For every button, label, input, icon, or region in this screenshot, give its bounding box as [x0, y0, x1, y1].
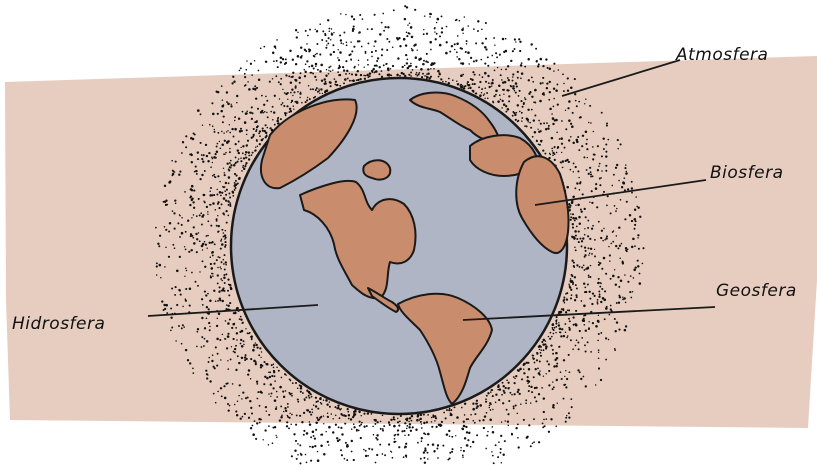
label-geosfera: Geosfera	[716, 281, 797, 301]
atmosfera-pointer	[561, 59, 681, 97]
greenland-landmass	[260, 98, 358, 190]
north-america-landmass	[299, 180, 417, 300]
label-hidrosfera: Hidrosfera	[12, 314, 105, 334]
label-biosfera: Biosfera	[710, 163, 784, 183]
landmasses	[260, 91, 570, 405]
geosfera-pointer	[462, 306, 716, 321]
south-america-landmass	[397, 292, 493, 405]
atmosphere-dots	[155, 5, 645, 465]
label-pointers	[147, 59, 716, 321]
hidrosfera-pointer	[147, 304, 319, 317]
hudson-island-landmass	[362, 159, 392, 181]
central-america-landmass	[367, 287, 400, 313]
biosfera-pointer	[534, 179, 707, 206]
label-atmosfera: Atmosfera	[675, 45, 768, 65]
